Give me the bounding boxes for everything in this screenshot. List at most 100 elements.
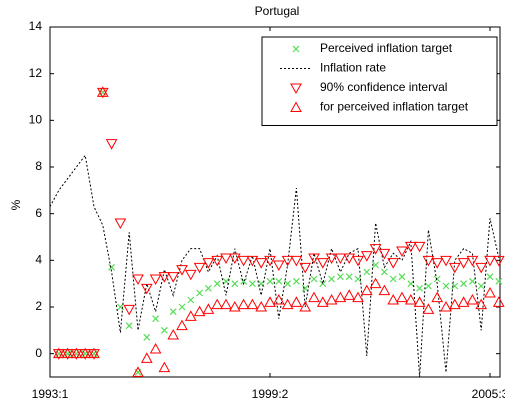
point xyxy=(193,262,206,274)
point xyxy=(336,273,344,281)
point xyxy=(290,296,303,307)
point xyxy=(108,263,116,271)
point xyxy=(228,253,241,265)
legend-marker xyxy=(292,45,300,53)
point xyxy=(343,253,356,265)
point xyxy=(440,300,452,312)
point xyxy=(220,253,232,265)
point xyxy=(398,273,406,281)
point xyxy=(343,289,356,300)
point xyxy=(363,268,371,276)
point xyxy=(70,347,83,359)
point xyxy=(360,251,373,262)
point xyxy=(160,326,168,334)
point xyxy=(416,284,424,292)
point xyxy=(220,298,232,310)
point xyxy=(325,293,338,305)
point xyxy=(310,275,318,283)
legend-swatch xyxy=(290,83,302,95)
point xyxy=(328,275,336,283)
point xyxy=(96,86,109,97)
point xyxy=(352,255,364,267)
point xyxy=(378,248,391,260)
point xyxy=(431,291,444,303)
point xyxy=(61,347,74,359)
point xyxy=(231,280,239,288)
point xyxy=(237,255,250,267)
point xyxy=(413,296,426,307)
point xyxy=(380,268,388,276)
x-tick-label: 1993:1 xyxy=(32,387,69,401)
point xyxy=(228,300,241,312)
legend-swatch xyxy=(290,101,302,112)
y-tick-label: 4 xyxy=(35,253,42,267)
point xyxy=(211,255,224,267)
point xyxy=(308,253,320,265)
point xyxy=(492,255,505,267)
point xyxy=(184,269,197,281)
point xyxy=(125,322,133,330)
point xyxy=(266,277,274,285)
point xyxy=(264,296,276,307)
point xyxy=(202,303,215,314)
point xyxy=(433,275,441,283)
point xyxy=(211,298,224,310)
point xyxy=(457,258,470,269)
legend-label: 90% confidence interval xyxy=(320,80,447,94)
point xyxy=(389,275,397,283)
point xyxy=(105,139,118,150)
point xyxy=(176,319,188,331)
point xyxy=(352,291,364,303)
point xyxy=(372,261,380,269)
point xyxy=(237,298,250,310)
point xyxy=(466,293,479,305)
point xyxy=(158,361,171,373)
point xyxy=(442,282,450,290)
point xyxy=(396,291,408,303)
point xyxy=(132,366,144,377)
point xyxy=(178,303,186,311)
legend-marker xyxy=(290,101,302,112)
point xyxy=(378,284,391,296)
point xyxy=(149,274,162,286)
point xyxy=(275,277,283,285)
point xyxy=(424,282,432,290)
point xyxy=(284,280,292,288)
point xyxy=(167,272,180,283)
point xyxy=(448,298,461,310)
point xyxy=(299,262,312,274)
y-tick-label: 12 xyxy=(29,66,43,80)
point xyxy=(213,280,221,288)
point xyxy=(468,277,476,285)
legend-box xyxy=(261,36,498,126)
x-tick-label: 1999:2 xyxy=(252,387,289,401)
point xyxy=(319,280,327,288)
point xyxy=(204,284,212,292)
point xyxy=(281,298,294,310)
point xyxy=(404,241,417,253)
point xyxy=(143,333,151,341)
point xyxy=(451,282,459,290)
y-axis-label: % xyxy=(9,199,23,210)
point xyxy=(316,296,329,307)
line xyxy=(49,154,500,378)
point xyxy=(193,305,206,317)
point xyxy=(255,300,268,312)
point xyxy=(484,255,496,267)
point xyxy=(484,286,496,298)
point xyxy=(354,275,362,283)
x-tick-label: 2005:3 xyxy=(472,387,505,401)
point xyxy=(116,303,124,311)
point xyxy=(114,218,127,230)
plot-frame xyxy=(49,26,501,378)
point xyxy=(255,258,268,269)
point xyxy=(407,280,415,288)
point xyxy=(79,347,92,359)
point xyxy=(240,277,248,285)
point xyxy=(132,274,144,286)
point xyxy=(387,293,400,305)
y-tick-label: 10 xyxy=(29,113,43,127)
point xyxy=(345,273,353,281)
chart-title: Portugal xyxy=(255,4,300,18)
point xyxy=(152,315,160,323)
